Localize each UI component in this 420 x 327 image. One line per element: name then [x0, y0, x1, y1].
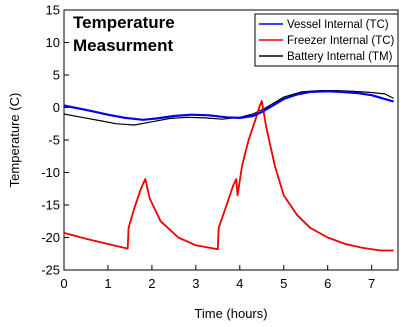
x-tick-label: 0: [60, 276, 67, 291]
x-axis-label: Time (hours): [194, 306, 267, 321]
y-tick-label: -20: [41, 230, 60, 245]
y-tick-label: 15: [46, 3, 60, 18]
x-tick-label: 1: [104, 276, 111, 291]
x-tick-label: 3: [192, 276, 199, 291]
legend-label-battery: Battery Internal (TM): [287, 51, 393, 63]
x-tick-label: 2: [148, 276, 155, 291]
y-axis-label: Temperature (C): [7, 93, 22, 188]
x-tick-label: 7: [368, 276, 375, 291]
vessel-internal-line: [63, 90, 394, 121]
series-lines: [63, 90, 394, 252]
axis-ticks: -25 -20 -15 -10 -5 0 5 10 15 0 1 2 3 4 5 6 7: [41, 3, 375, 292]
chart-title-line-1: Temperature: [73, 13, 175, 32]
legend-label-freezer: Freezer Internal (TC): [287, 35, 395, 47]
y-tick-label: 10: [46, 35, 60, 50]
y-tick-label: -15: [41, 198, 60, 213]
x-tick-label: 6: [324, 276, 331, 291]
legend: Vessel Internal (TC) Freezer Internal (T…: [254, 13, 399, 67]
y-tick-label: -10: [41, 165, 60, 180]
y-tick-label: -5: [48, 133, 60, 148]
freezer-internal-line: [63, 100, 394, 252]
y-tick-label: 5: [53, 68, 60, 83]
x-tick-label: 4: [236, 276, 243, 291]
y-tick-label: 0: [53, 100, 60, 115]
chart-title-line-2: Measurment: [73, 36, 173, 55]
x-tick-label: 5: [280, 276, 287, 291]
legend-label-vessel: Vessel Internal (TC): [287, 19, 389, 31]
y-tick-label: -25: [41, 263, 60, 278]
